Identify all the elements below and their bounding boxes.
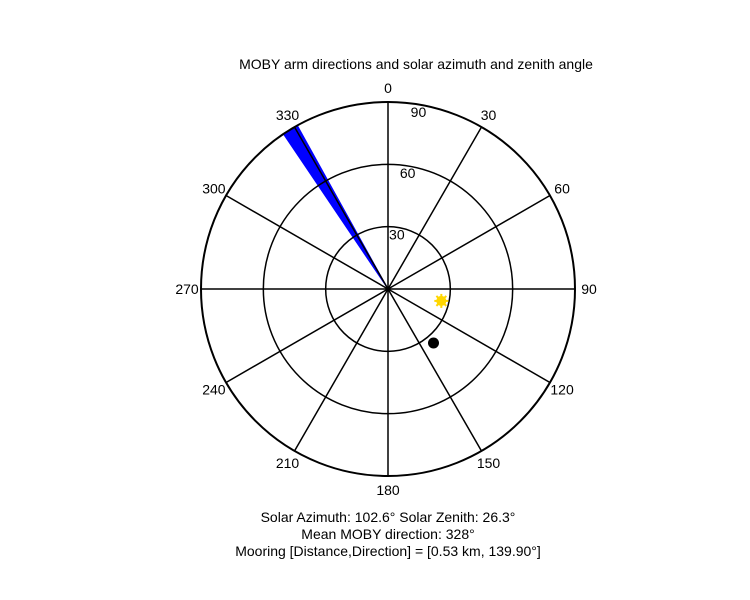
- chart-title: MOBY arm directions and solar azimuth an…: [239, 56, 593, 72]
- ring-90: [200, 101, 576, 477]
- ring-label-90: 90: [411, 104, 427, 120]
- spoke-300: [225, 194, 389, 290]
- ring-60: [262, 163, 514, 415]
- spoke-60: [387, 194, 551, 290]
- spoke-150: [387, 288, 483, 452]
- info-line-mooring: Mooring [Distance,Direction] = [0.53 km,…: [235, 543, 541, 559]
- moby-arm-wedge: [282, 124, 389, 290]
- info-line-moby-direction: Mean MOBY direction: 328°: [301, 526, 474, 542]
- polar-grid: [200, 101, 576, 477]
- spoke-330: [293, 126, 389, 290]
- angle-label-240: 240: [202, 382, 226, 398]
- spoke-30: [387, 126, 483, 290]
- angle-label-210: 210: [276, 455, 300, 471]
- mooring-marker: [428, 337, 440, 349]
- spoke-240: [225, 288, 389, 384]
- ring-label-30: 30: [389, 227, 405, 243]
- wedge-layer: [282, 124, 389, 290]
- angle-label-90: 90: [581, 281, 597, 297]
- info-block: Solar Azimuth: 102.6° Solar Zenith: 26.3…: [235, 509, 541, 559]
- angle-label-300: 300: [202, 181, 226, 197]
- angle-label-0: 0: [384, 80, 392, 96]
- info-line-solar: Solar Azimuth: 102.6° Solar Zenith: 26.3…: [261, 509, 516, 525]
- spoke-210: [293, 288, 389, 452]
- angle-label-330: 330: [276, 107, 300, 123]
- ring-30: [324, 225, 452, 353]
- angle-label-270: 270: [175, 281, 199, 297]
- spoke-120: [387, 288, 551, 384]
- angle-label-30: 30: [481, 107, 497, 123]
- ring-label-60: 60: [400, 165, 416, 181]
- angle-label-180: 180: [376, 482, 400, 498]
- angle-label-120: 120: [550, 382, 574, 398]
- label-layer: 0 30 60 90 120 150 180 210 240 270 300 330 30 60 90: [175, 80, 597, 498]
- angle-label-150: 150: [477, 455, 501, 471]
- marker-layer: [428, 293, 449, 349]
- sun-marker: [434, 293, 449, 308]
- angle-label-60: 60: [554, 181, 570, 197]
- plot-area: 0 30 60 90 120 150 180 210 240 270 300 330 30 60 90: [175, 80, 597, 498]
